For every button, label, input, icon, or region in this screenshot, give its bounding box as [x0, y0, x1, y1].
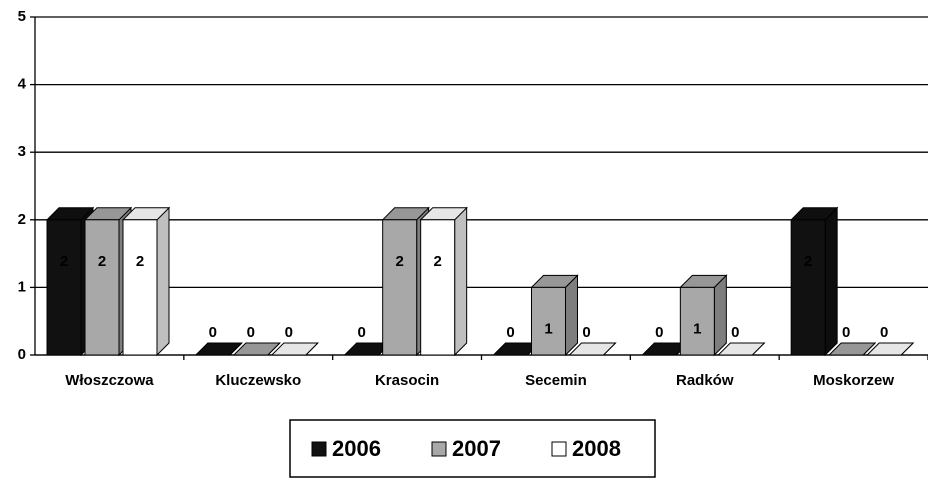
data-label: 0: [506, 324, 514, 341]
data-label: 2: [136, 253, 144, 270]
x-tick-label: Radków: [676, 372, 734, 389]
legend-label: 2008: [572, 436, 621, 461]
bar: [679, 286, 715, 356]
bar: [531, 286, 566, 356]
legend: 2006 2007 2008: [289, 419, 656, 478]
bar: [46, 219, 82, 356]
bar-top: [827, 342, 877, 356]
x-tick-label: Moskorzew: [813, 372, 894, 389]
data-label: 2: [433, 253, 441, 270]
bar-top: [194, 342, 244, 356]
data-label: 0: [731, 324, 739, 341]
x-tick-label: Kluczewsko: [215, 372, 301, 389]
data-label: 2: [60, 253, 68, 270]
legend-swatch: [551, 441, 567, 457]
y-tick-label: 0: [18, 346, 26, 363]
data-label: 2: [804, 253, 812, 270]
legend-swatch: [431, 441, 447, 457]
bar-top: [232, 342, 282, 356]
data-label: 1: [544, 320, 552, 337]
bar-top: [865, 342, 915, 356]
data-label: 0: [357, 324, 365, 341]
bar: [790, 219, 826, 356]
data-label: 0: [247, 324, 255, 341]
data-label: 0: [285, 324, 293, 341]
y-tick-label: 5: [18, 8, 26, 25]
data-label: 1: [693, 320, 701, 337]
bar: [382, 219, 418, 356]
legend-box: [289, 419, 656, 478]
bar: [420, 219, 456, 356]
bar-top: [568, 342, 617, 356]
data-label: 0: [880, 324, 888, 341]
bar-side: [454, 206, 468, 357]
bar-side: [824, 206, 838, 357]
bar-side: [565, 274, 578, 357]
legend-label: 2006: [332, 436, 381, 461]
bar-side: [156, 206, 170, 357]
legend-swatch: [311, 441, 327, 457]
x-tick-label: Secemin: [525, 372, 587, 389]
bar: [122, 219, 158, 356]
bar-top: [717, 342, 766, 356]
y-tick-label: 2: [18, 211, 26, 228]
data-label: 0: [842, 324, 850, 341]
legend-label: 2007: [452, 436, 501, 461]
x-tick-label: Włoszczowa: [65, 372, 154, 389]
data-label: 2: [395, 253, 403, 270]
bar-top: [270, 342, 320, 356]
y-tick-label: 4: [18, 76, 27, 93]
bar: [84, 219, 120, 356]
y-tick-label: 3: [18, 143, 26, 160]
y-tick-label: 1: [18, 278, 26, 295]
data-label: 2: [98, 253, 106, 270]
data-label: 0: [655, 324, 663, 341]
data-label: 0: [209, 324, 217, 341]
bar-side: [713, 274, 727, 357]
x-tick-label: Krasocin: [375, 372, 439, 389]
data-label: 0: [582, 324, 590, 341]
